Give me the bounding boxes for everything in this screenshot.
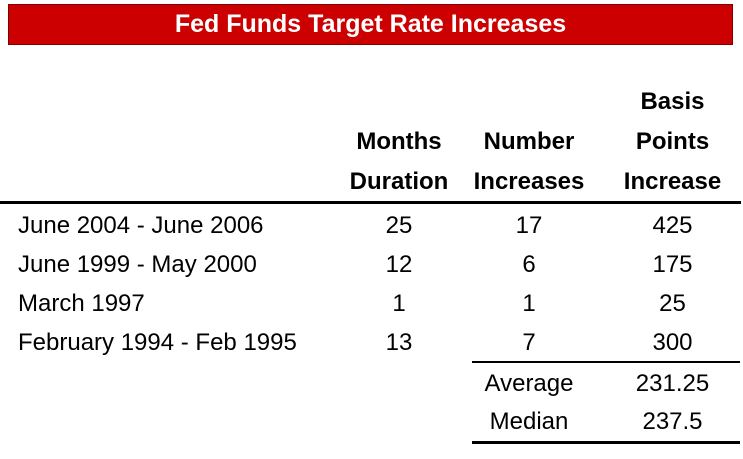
empty-cell (0, 365, 342, 403)
column-header-line: Increase (623, 168, 722, 195)
number-increases-cell: 7 (522, 329, 536, 356)
summary-label: Average (484, 370, 574, 397)
header-divider-line (0, 201, 741, 204)
column-header-line: Number (483, 128, 575, 155)
title-banner: Fed Funds Target Rate Increases (8, 4, 733, 45)
column-header-number-increases: Number Increases (456, 82, 602, 202)
column-header-line: Duration (349, 168, 449, 195)
months-duration-cell: 25 (385, 212, 413, 239)
period-cell: February 1994 - Feb 1995 (18, 329, 297, 356)
page-title: Fed Funds Target Rate Increases (174, 10, 567, 38)
table-row: March 1997 1 1 25 (0, 284, 743, 323)
basis-points-cell: 300 (652, 329, 693, 356)
period-cell: June 1999 - May 2000 (18, 251, 257, 278)
table-row: June 1999 - May 2000 12 6 175 (0, 245, 743, 284)
empty-cell (0, 403, 342, 441)
summary-divider-line (472, 361, 740, 363)
empty-cell (342, 403, 456, 441)
period-cell: March 1997 (18, 290, 145, 317)
summary-row-average: Average 231.25 (0, 365, 743, 403)
table-header-row: Months Duration Number Increases Basis P… (0, 82, 743, 202)
months-duration-cell: 12 (385, 251, 413, 278)
summary-value: 237.5 (642, 408, 703, 435)
months-duration-cell: 1 (392, 290, 406, 317)
column-header-line: Increases (473, 168, 585, 195)
basis-points-cell: 425 (652, 212, 693, 239)
column-header-months-duration: Months Duration (342, 82, 456, 202)
summary-row-median: Median 237.5 (0, 403, 743, 441)
empty-cell (342, 365, 456, 403)
number-increases-cell: 6 (522, 251, 536, 278)
table-bottom-line (472, 441, 740, 444)
period-cell: June 2004 - June 2006 (18, 212, 264, 239)
table-row: February 1994 - Feb 1995 13 7 300 (0, 323, 743, 362)
column-header-basis-points-increase: Basis Points Increase (602, 82, 743, 202)
summary-value: 231.25 (635, 370, 710, 397)
column-header-line: Months (356, 128, 442, 155)
column-header-period (0, 82, 342, 202)
months-duration-cell: 13 (385, 329, 413, 356)
summary-label: Median (489, 408, 569, 435)
number-increases-cell: 1 (522, 290, 536, 317)
number-increases-cell: 17 (515, 212, 543, 239)
column-header-line: Basis (640, 88, 705, 115)
basis-points-cell: 25 (659, 290, 686, 317)
column-header-line: Points (635, 128, 710, 155)
table-row: June 2004 - June 2006 25 17 425 (0, 206, 743, 245)
basis-points-cell: 175 (652, 251, 693, 278)
